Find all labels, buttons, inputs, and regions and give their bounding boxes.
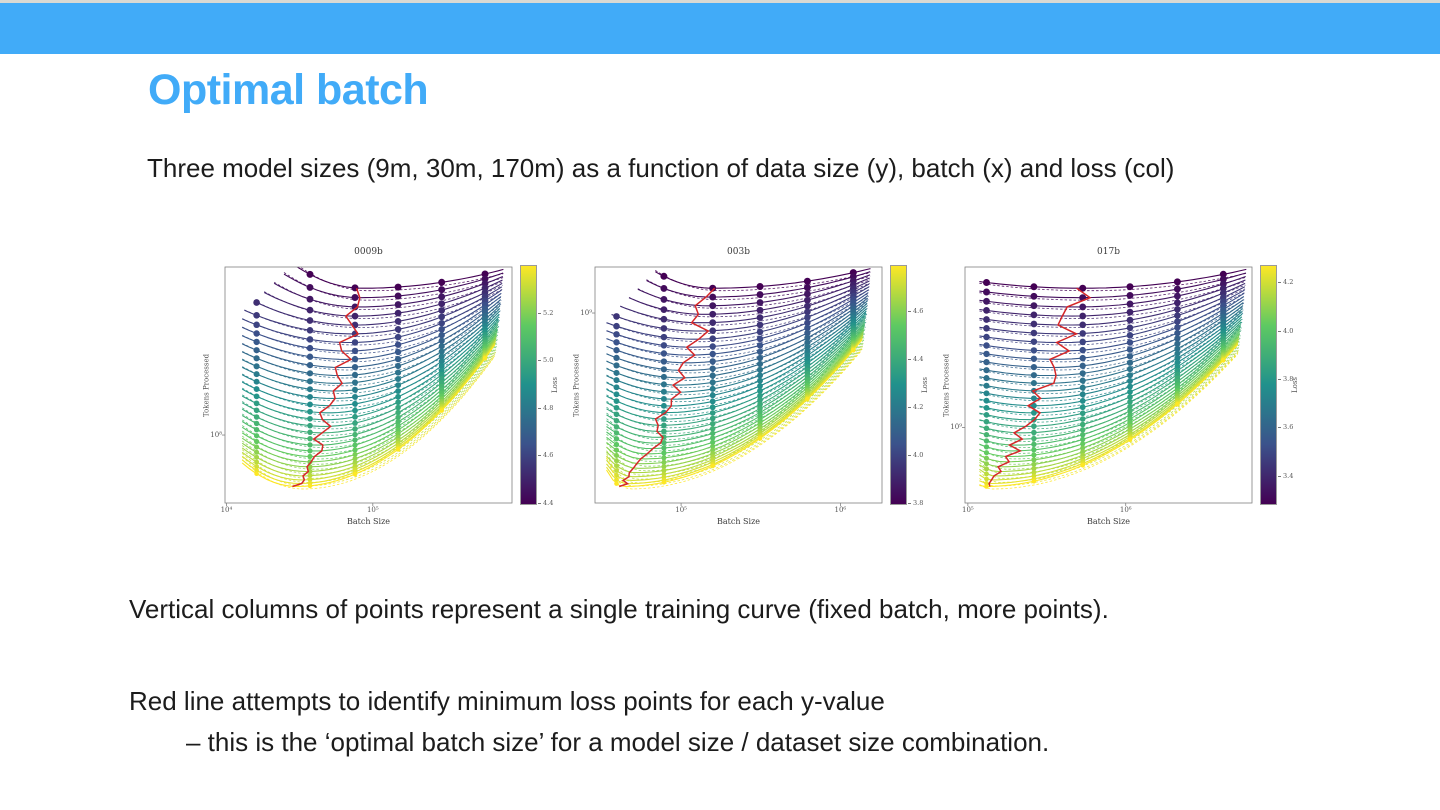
tick-labels: 10⁵ 10⁶ 10⁹ [940, 245, 1310, 535]
slide-title: Optimal batch [148, 66, 429, 114]
colorbar-label: Loss [921, 376, 929, 394]
colorbar-tick-mark [908, 310, 911, 312]
y-tick-label: 10⁹ [580, 309, 592, 318]
colorbar-tick-mark [538, 360, 541, 362]
y-tick-label: 10⁹ [950, 423, 962, 432]
colorbar-tick-mark [538, 455, 541, 457]
x-axis-label: Batch Size [716, 517, 761, 526]
colorbar-tick-label: 4.2 [913, 402, 924, 411]
colorbar [520, 265, 537, 505]
x-tick-label: 10⁵ [675, 506, 687, 514]
colorbar-tick-mark [1278, 475, 1281, 477]
x-axis-label: Batch Size [346, 517, 391, 526]
colorbar-tick-mark [908, 406, 911, 408]
note-optimal-batch: – this is the ‘optimal batch size’ for a… [186, 727, 1050, 757]
colorbar-label: Loss [551, 376, 559, 394]
x-tick-label: 10⁵ [962, 506, 974, 514]
chart-title: 003b [727, 247, 750, 257]
colorbar-tick-mark [1278, 282, 1281, 284]
colorbar-ticks: 5.2 5.0 4.8 4.6 4.4 [200, 245, 570, 535]
colorbar-tick-mark [538, 312, 541, 314]
colorbar-tick-label: 4.2 [1283, 278, 1294, 287]
colorbar-label: Loss [1291, 376, 1299, 394]
colorbar-tick-mark [538, 407, 541, 409]
loss-curves-plot [222, 266, 513, 506]
colorbar-ticks: 4.6 4.4 4.2 4.0 3.8 [570, 245, 940, 535]
x-tick-label: 10⁵ [366, 506, 379, 514]
colorbar-tick-label: 4.4 [913, 354, 924, 363]
slide-subtitle: Three model sizes (9m, 30m, 170m) as a f… [147, 153, 1175, 183]
colorbar-tick-mark [1278, 330, 1281, 332]
colorbar-tick-label: 3.4 [1283, 471, 1294, 480]
chart-panel-003b: 003b Tokens Processed Batch Size 10⁵ 10⁶ 1… [570, 245, 940, 535]
note-red-line: Red line attempts to identify minimum lo… [129, 686, 885, 716]
colorbar-tick-label: 4.0 [913, 450, 924, 459]
colorbar-tick-label: 3.8 [913, 498, 924, 507]
colorbar-tick-mark [908, 502, 911, 504]
colorbar-tick-mark [538, 502, 541, 504]
colorbar-tick-label: 5.2 [543, 308, 554, 317]
chart-title: 017b [1097, 247, 1120, 257]
colorbar-tick-mark [1278, 379, 1281, 380]
chart-title: 0009b [354, 247, 383, 257]
x-tick-label: 10⁶ [834, 506, 847, 514]
colorbar-tick-label: 4.4 [543, 498, 554, 507]
x-axis-label: Batch Size [1086, 517, 1131, 526]
colorbar-tick-mark [1278, 427, 1281, 429]
x-tick-label: 10⁴ [220, 506, 233, 514]
colorbar-ticks: 4.2 4.0 3.8 3.6 3.4 [940, 245, 1310, 535]
colorbar-tick-label: 5.0 [543, 356, 554, 365]
colorbar-tick-mark [908, 454, 911, 456]
tick-labels: 10⁴ 10⁵ 10⁸ [200, 245, 570, 535]
colorbar [890, 265, 907, 505]
chart-panel-017b: 017b Tokens Processed Batch Size 10⁵ 10⁶ 1… [940, 245, 1310, 535]
chart-panel-0009b: 0009b Tokens Processed Batch Size 10⁴ 10⁵… [200, 245, 570, 535]
colorbar [1260, 265, 1277, 505]
top-edge-line [0, 0, 1440, 3]
colorbar-tick-label: 4.8 [543, 403, 554, 412]
loss-curves-plot [962, 266, 1253, 506]
colorbar-tick-label: 3.8 [1283, 375, 1294, 383]
colorbar-tick-label: 4.0 [1283, 326, 1294, 335]
note-vertical-columns: Vertical columns of points represent a s… [129, 594, 1109, 624]
x-tick-label: 10⁶ [1119, 506, 1132, 514]
colorbar-tick-label: 3.6 [1283, 423, 1294, 432]
colorbar-tick-label: 4.6 [543, 451, 554, 460]
colorbar-tick-label: 4.6 [913, 306, 924, 315]
tick-labels: 10⁵ 10⁶ 10⁹ [570, 245, 940, 535]
y-tick-label: 10⁸ [210, 431, 222, 440]
colorbar-tick-mark [908, 358, 911, 360]
loss-curves-plot [592, 266, 883, 506]
header-bar [0, 3, 1440, 54]
